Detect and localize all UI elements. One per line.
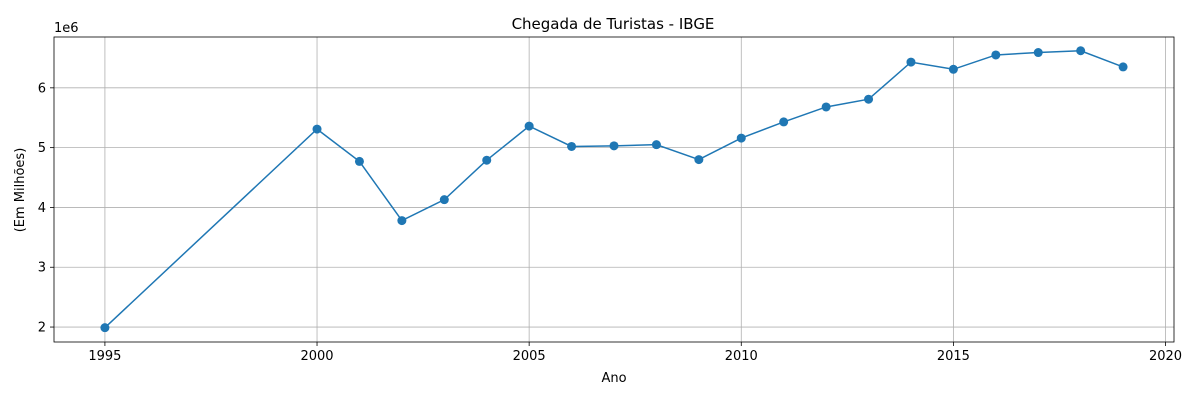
x-tick-label: 2015 xyxy=(937,349,970,364)
data-point xyxy=(1033,48,1043,58)
y-tick-label: 2 xyxy=(38,321,46,336)
data-point xyxy=(864,94,874,104)
data-point xyxy=(524,121,534,131)
y-tick-label: 3 xyxy=(38,261,46,276)
y-axis-label: (Em Milhões) xyxy=(13,148,28,233)
data-point xyxy=(821,102,831,112)
data-point xyxy=(1076,46,1086,56)
data-point xyxy=(609,141,619,151)
x-tick-label: 2020 xyxy=(1149,349,1182,364)
x-tick-label: 2000 xyxy=(300,349,333,364)
data-point xyxy=(651,140,661,150)
data-point xyxy=(439,195,449,205)
y-offset-text: 1e6 xyxy=(54,21,79,36)
y-tick-label: 5 xyxy=(38,141,46,156)
axis-ticks: 1995 2000 2005 2010 2015 2020 2 3 4 5 6 xyxy=(38,81,1182,364)
plot-frame xyxy=(53,36,1175,343)
data-point xyxy=(906,57,916,67)
gridlines xyxy=(54,37,1174,342)
y-tick-label: 4 xyxy=(38,201,46,216)
data-series xyxy=(100,46,1128,333)
data-point xyxy=(482,155,492,165)
chart-title: Chegada de Turistas - IBGE xyxy=(512,15,715,33)
data-point xyxy=(312,124,322,134)
data-point xyxy=(397,216,407,226)
data-point xyxy=(694,155,704,165)
x-axis-label: Ano xyxy=(601,371,626,386)
y-tick-label: 6 xyxy=(38,81,46,96)
x-tick-label: 2010 xyxy=(725,349,758,364)
data-point xyxy=(779,117,789,127)
data-point xyxy=(354,156,364,166)
data-point xyxy=(948,64,958,74)
data-point xyxy=(100,323,110,333)
data-point xyxy=(736,133,746,143)
x-tick-label: 2005 xyxy=(513,349,546,364)
data-point xyxy=(991,50,1001,60)
x-tick-label: 1995 xyxy=(88,349,121,364)
data-point xyxy=(567,141,577,151)
data-point xyxy=(1118,62,1128,72)
